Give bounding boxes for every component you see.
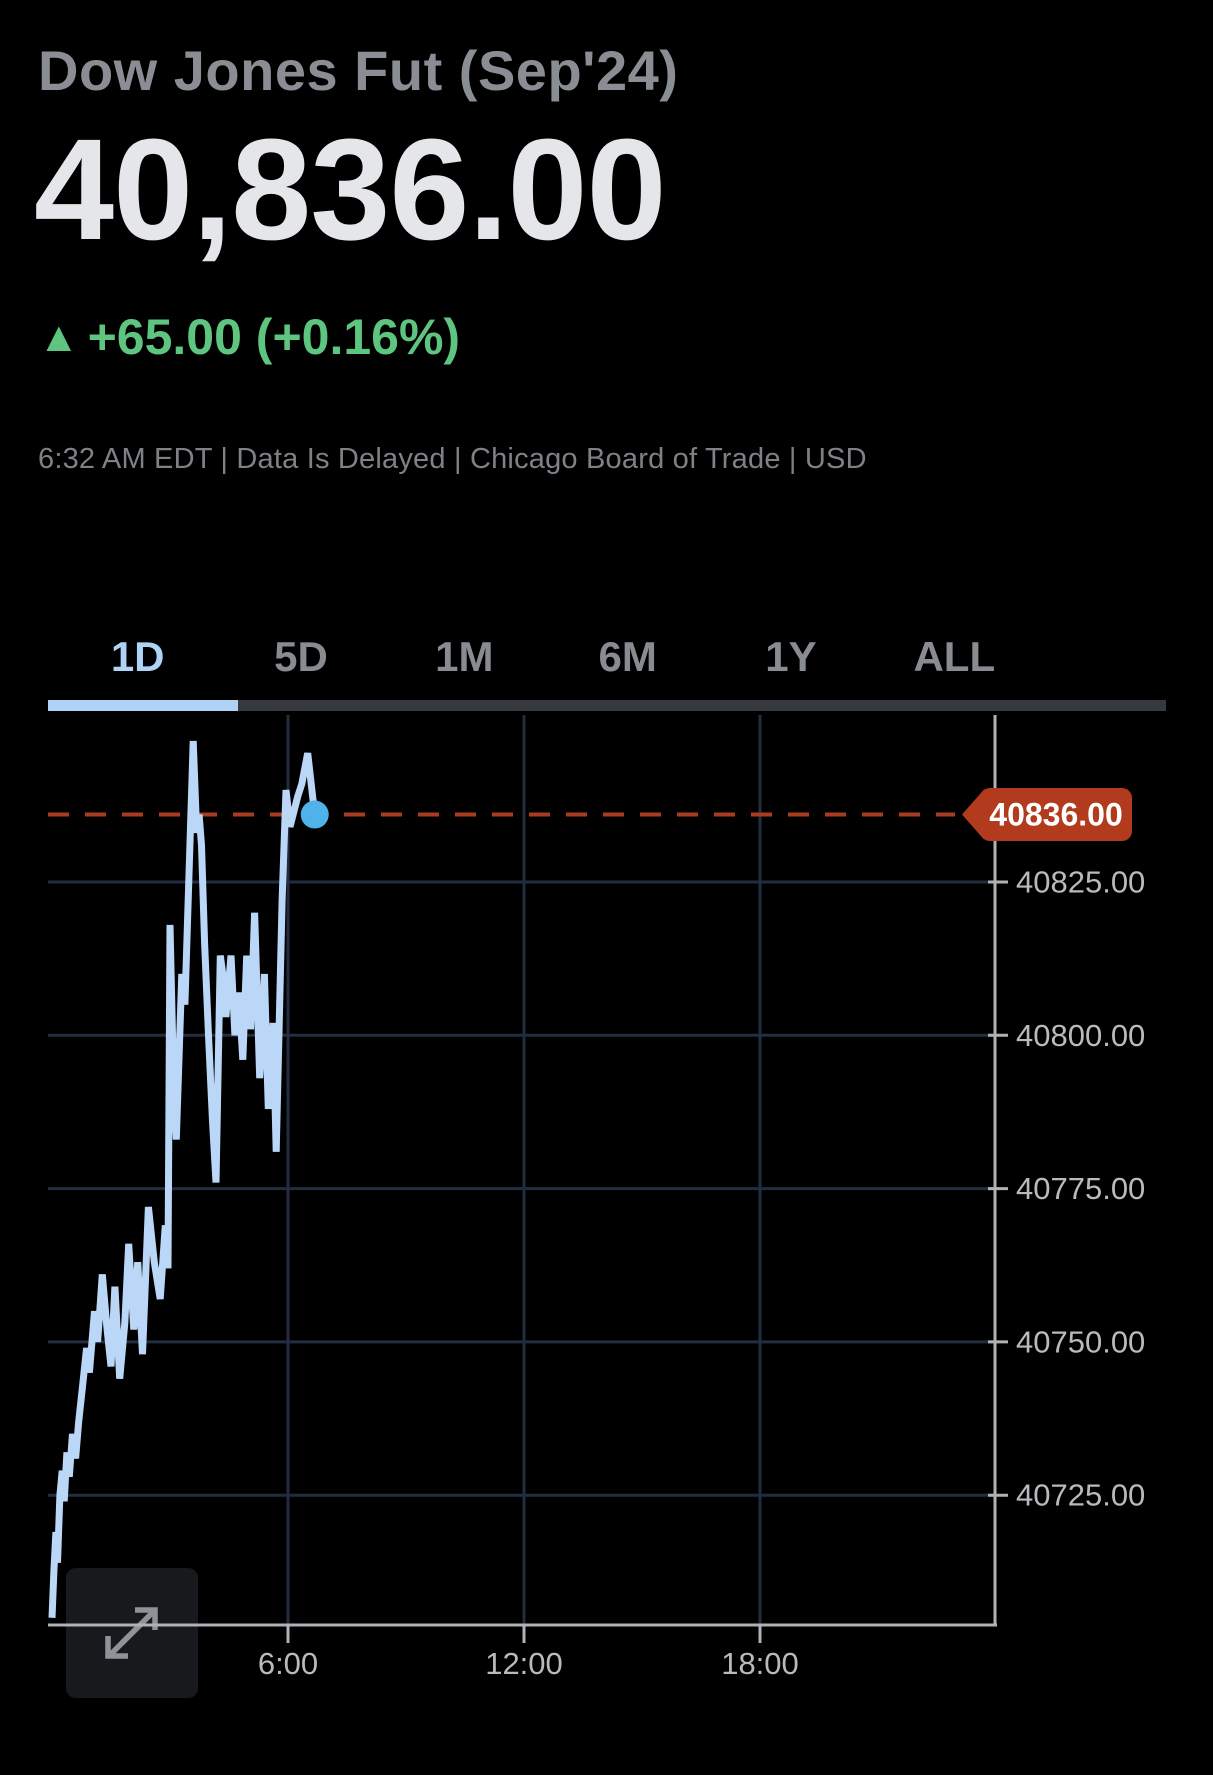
y-tick-label: 40725.00 xyxy=(1016,1478,1145,1513)
instrument-title: Dow Jones Fut (Sep'24) xyxy=(38,39,679,102)
tab-1m[interactable]: 1M xyxy=(435,633,494,680)
last-price: 40,836.00 xyxy=(34,109,667,270)
expand-down-left-arrow-icon xyxy=(109,1621,144,1656)
range-tabs-track xyxy=(48,700,1166,711)
last-price-tag: 40836.00 xyxy=(962,788,1132,842)
y-axis-labels: 40825.00 40800.00 40775.00 40750.00 40725.00 xyxy=(988,865,1145,1513)
y-tick-label: 40800.00 xyxy=(1016,1018,1145,1053)
price-chart: 40825.00 40800.00 40775.00 40750.00 40725.00… xyxy=(0,712,1213,1770)
last-point-dot xyxy=(300,800,329,829)
x-tick-label: 6:00 xyxy=(258,1646,318,1681)
tab-all[interactable]: ALL xyxy=(913,633,996,680)
range-tabs-active-indicator xyxy=(48,700,238,711)
tab-1d[interactable]: 1D xyxy=(110,633,165,680)
expand-chart-button[interactable] xyxy=(66,1568,198,1698)
x-axis-labels: 6:00 12:00 18:00 xyxy=(258,1625,799,1681)
last-price-tag-label: 40836.00 xyxy=(989,797,1122,833)
range-tabs: 1D 5D 1M 6M 1Y ALL xyxy=(56,632,1036,682)
price-change: ▲ +65.00 (+0.16%) xyxy=(38,310,460,365)
up-triangle-icon: ▲ xyxy=(38,313,80,361)
y-tick-label: 40775.00 xyxy=(1016,1171,1145,1206)
tab-6m[interactable]: 6M xyxy=(598,633,657,680)
tab-5d[interactable]: 5D xyxy=(274,633,328,680)
x-tick-label: 12:00 xyxy=(485,1646,563,1681)
price-chart-svg: 40825.00 40800.00 40775.00 40750.00 40725.00… xyxy=(48,715,1145,1698)
tab-1y[interactable]: 1Y xyxy=(765,633,817,680)
price-line-series xyxy=(48,740,319,1618)
y-tick-label: 40825.00 xyxy=(1016,865,1145,900)
price-change-text: +65.00 (+0.16%) xyxy=(87,309,461,365)
quote-status-line: 6:32 AM EDT | Data Is Delayed | Chicago … xyxy=(38,443,867,475)
x-tick-label: 18:00 xyxy=(721,1646,799,1681)
y-tick-label: 40750.00 xyxy=(1016,1324,1145,1359)
